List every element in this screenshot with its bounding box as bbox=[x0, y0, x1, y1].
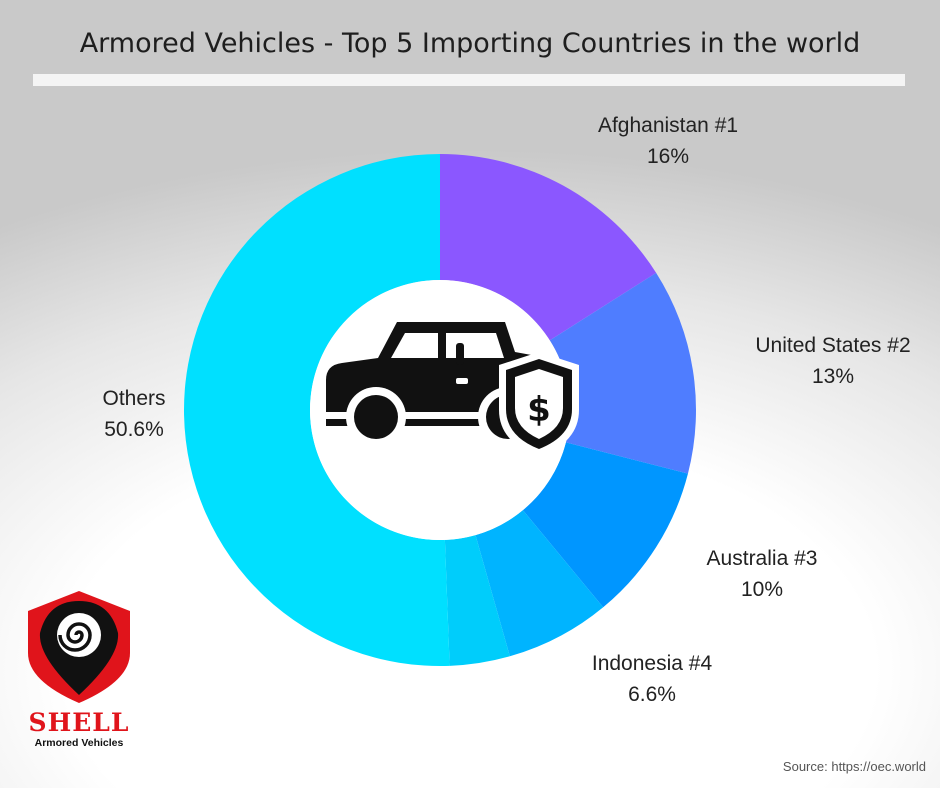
donut-slice-0 bbox=[440, 154, 657, 341]
label-indonesia-name: Indonesia #4 bbox=[591, 652, 713, 675]
label-united-states-name: United States #2 bbox=[755, 334, 911, 357]
armored-car-shield-dollar-icon: $ bbox=[326, 322, 579, 457]
label-australia-value: 10% bbox=[740, 578, 784, 601]
label-united-states-value: 13% bbox=[811, 365, 855, 388]
svg-text:$: $ bbox=[527, 390, 551, 430]
donut-slice-1 bbox=[549, 272, 696, 474]
label-others-name: Others bbox=[102, 387, 166, 410]
title-underline bbox=[33, 74, 905, 86]
logo-name: SHELL bbox=[28, 708, 130, 737]
label-afghanistan-value: 16% bbox=[646, 145, 690, 168]
shell-shield-logo-icon bbox=[28, 591, 130, 703]
label-australia: Australia #3 10% bbox=[642, 543, 882, 605]
donut-slice-5 bbox=[184, 154, 450, 666]
label-indonesia-value: 6.6% bbox=[628, 683, 676, 706]
label-united-states: United States #2 13% bbox=[713, 330, 940, 392]
label-australia-name: Australia #3 bbox=[706, 547, 818, 570]
source-note: Source: https://oec.world bbox=[782, 759, 926, 774]
logo-subtitle: Armored Vehicles bbox=[34, 737, 124, 749]
chart-title: Armored Vehicles - Top 5 Importing Count… bbox=[79, 28, 861, 59]
donut-slice-3 bbox=[475, 510, 604, 657]
label-afghanistan-name: Afghanistan #1 bbox=[597, 114, 739, 137]
donut-slice-2 bbox=[522, 442, 688, 608]
label-others: Others 50.6% bbox=[14, 383, 254, 445]
donut-slice-4 bbox=[444, 535, 510, 666]
label-indonesia: Indonesia #4 6.6% bbox=[532, 648, 772, 710]
label-afghanistan: Afghanistan #1 16% bbox=[548, 110, 788, 172]
label-others-value: 50.6% bbox=[104, 418, 164, 441]
